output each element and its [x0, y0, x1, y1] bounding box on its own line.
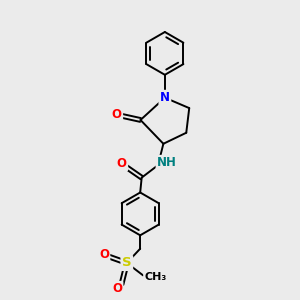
Text: O: O [112, 107, 122, 121]
Text: O: O [117, 157, 127, 170]
Text: N: N [160, 91, 170, 104]
Text: O: O [112, 282, 122, 295]
Text: S: S [122, 256, 132, 269]
Text: NH: NH [157, 156, 177, 169]
Text: CH₃: CH₃ [145, 272, 167, 282]
Text: O: O [99, 248, 109, 260]
